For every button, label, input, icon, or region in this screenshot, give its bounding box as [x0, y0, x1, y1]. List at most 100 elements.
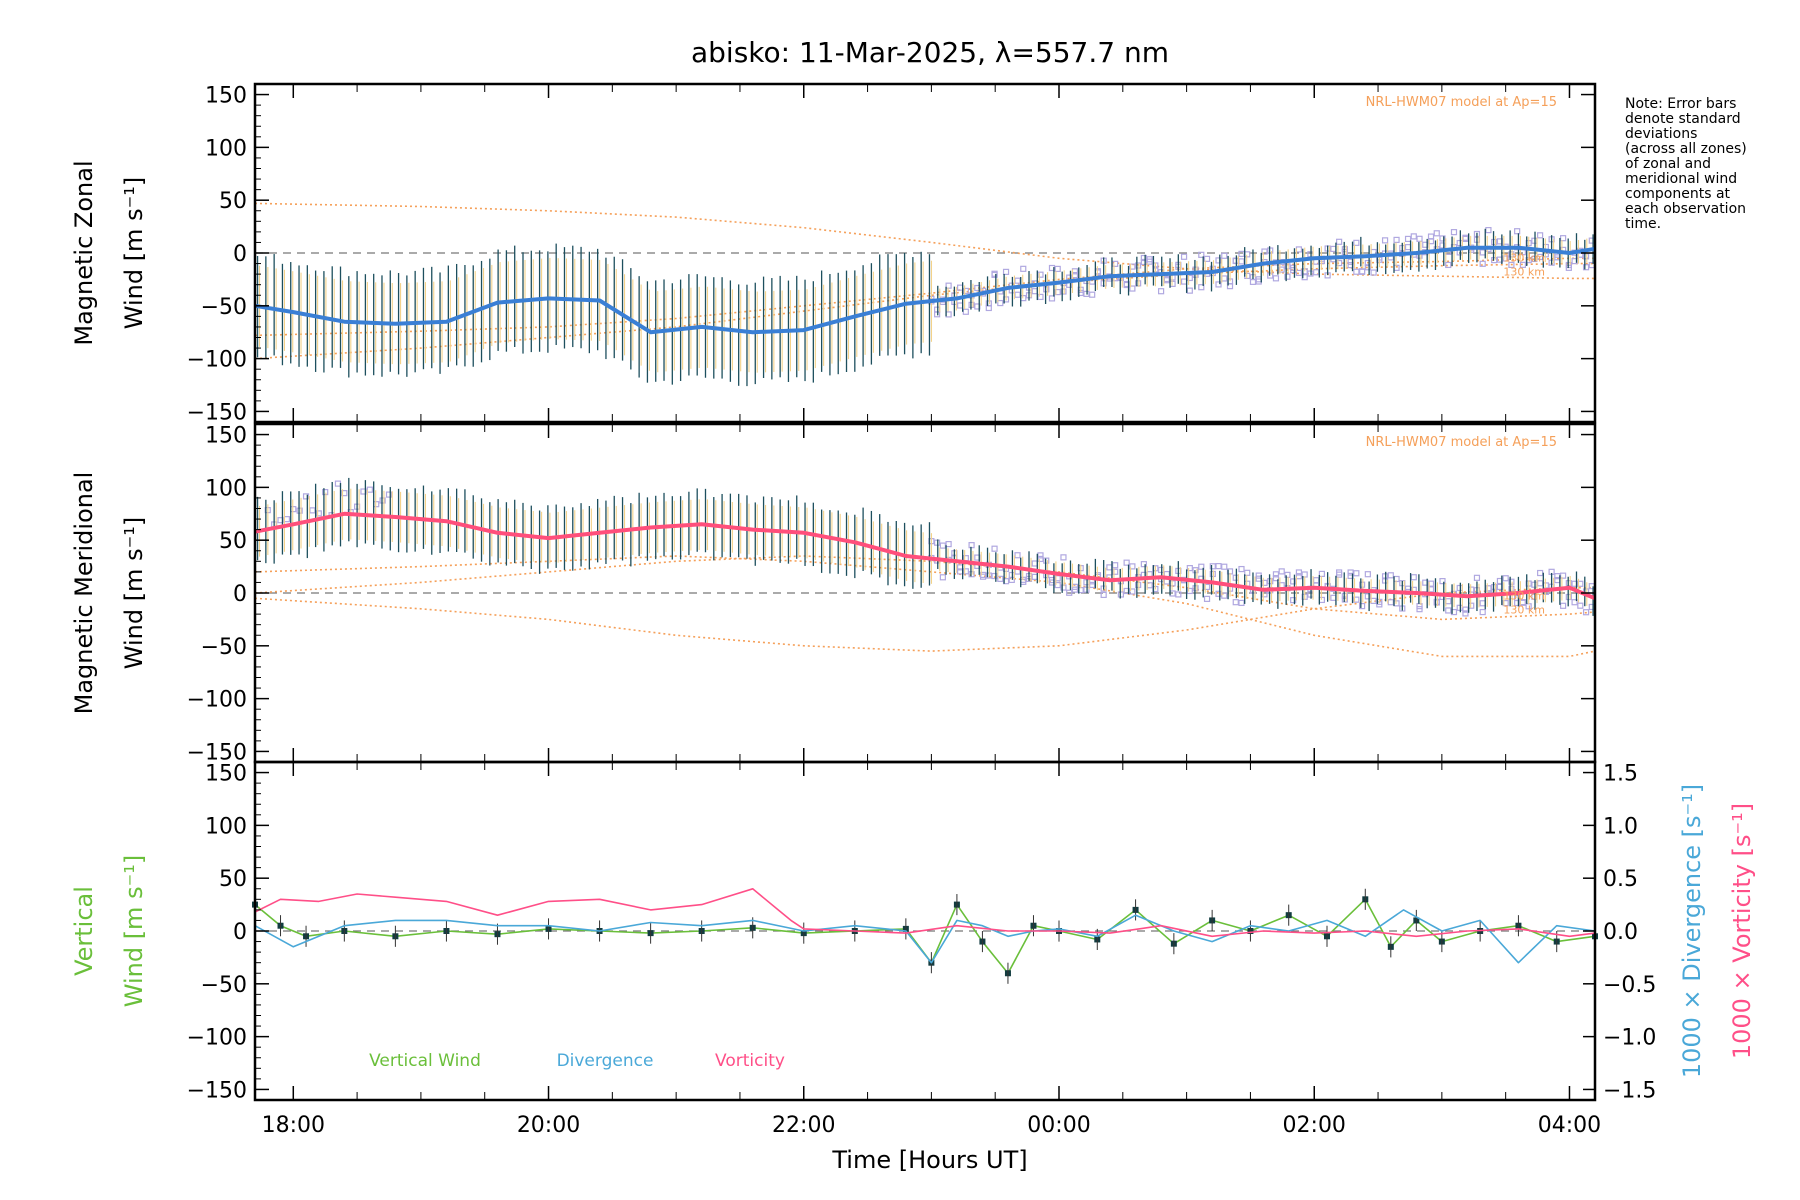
zone-sample-point [1238, 599, 1245, 607]
zone-sample-point [1577, 580, 1584, 587]
zone-sample-point [1318, 596, 1325, 604]
zone-sample-point [1358, 603, 1366, 610]
zone-sample-point [1031, 288, 1038, 295]
zone-sample-point [1290, 578, 1297, 585]
zone-sample-point [1169, 280, 1176, 287]
zone-sample-point [1473, 574, 1481, 581]
zone-sample-point [1278, 266, 1285, 273]
zone-sample-point [1066, 589, 1073, 596]
y-tick-label: −150 [187, 400, 247, 425]
y2-axis-title: 1000 × Divergence [s⁻¹] [1678, 784, 1706, 1078]
zone-sample-point [1031, 560, 1038, 567]
zone-sample-point [1054, 265, 1061, 273]
zone-sample-point [1123, 559, 1130, 566]
zone-sample-point [1433, 598, 1440, 605]
zone-sample-point [1479, 260, 1486, 267]
zone-sample-point [1261, 591, 1268, 598]
x-tick-label: 18:00 [262, 1113, 325, 1138]
zone-sample-point [1037, 555, 1044, 563]
zone-sample-point [1014, 277, 1021, 284]
zone-sample-point [1313, 577, 1320, 584]
series-line-vertical-wind [254, 898, 1596, 975]
zone-sample-point [1186, 565, 1193, 572]
zone-sample-point [1031, 573, 1038, 580]
zone-sample-point [1404, 585, 1412, 592]
model-curve [254, 202, 1595, 280]
zone-sample-point [945, 282, 952, 289]
zone-sample-point [1048, 295, 1056, 302]
series-line-divergence [254, 909, 1596, 964]
y-tick-label: 50 [219, 189, 247, 214]
y-tick-label: 50 [219, 529, 247, 554]
note-line: Note: Error bars [1625, 96, 1736, 112]
zone-sample-point [1336, 259, 1343, 267]
model-label: NRL-HWM07 model at Ap=15 [1366, 95, 1557, 110]
zone-sample-point [1203, 595, 1211, 602]
zone-sample-point [1198, 284, 1205, 291]
zone-sample-point [1416, 235, 1423, 242]
zone-sample-point [1427, 233, 1435, 240]
zone-sample-point [997, 575, 1004, 582]
zone-sample-point [1485, 585, 1492, 592]
zone-sample-point [1284, 263, 1291, 270]
zone-sample-point [1112, 260, 1119, 267]
legend-item: Divergence [557, 1051, 654, 1071]
note-line: deviations [1625, 126, 1697, 142]
note-line: (across all zones) [1625, 141, 1747, 157]
zone-sample-point [1060, 554, 1067, 561]
zone-sample-point [1485, 227, 1492, 234]
zone-sample-point [1054, 581, 1061, 589]
zone-sample-point [1272, 275, 1280, 282]
zone-sample-point [1508, 261, 1515, 268]
zone-sample-point [1433, 230, 1440, 237]
legend-item: Vorticity [715, 1051, 785, 1071]
zone-sample-point [1393, 575, 1400, 583]
meridional-wind-line [254, 511, 1596, 601]
zone-sample-point [1514, 228, 1521, 235]
zone-sample-point [1387, 572, 1394, 579]
y-tick-label: 100 [205, 136, 247, 161]
zone-sample-point [1272, 575, 1280, 582]
zone-sample-point [1221, 275, 1228, 282]
zone-sample-point [1215, 590, 1222, 597]
zone-sample-point [1186, 587, 1193, 595]
zone-sample-point [1353, 268, 1360, 275]
zone-sample-point [1330, 594, 1337, 601]
zone-sample-point [1353, 596, 1360, 603]
y-axis-title: Wind [m s⁻¹] [120, 177, 148, 329]
y-tick-label: −150 [187, 1078, 247, 1103]
model-label: NRL-HWM07 model at Ap=15 [1366, 435, 1557, 450]
zone-sample-point [1244, 251, 1251, 258]
zone-sample-point [341, 490, 348, 497]
y-tick-label: −100 [187, 348, 247, 373]
zone-sample-point [1180, 253, 1188, 260]
y2-tick-label: −1.0 [1603, 1026, 1656, 1051]
zone-sample-point [1577, 602, 1584, 609]
zone-sample-point [1387, 599, 1394, 606]
zone-sample-point [997, 299, 1004, 307]
y2-tick-label: −0.5 [1603, 973, 1656, 998]
zone-sample-point [1221, 563, 1228, 570]
zone-sample-point [1508, 585, 1515, 592]
zone-sample-point [1060, 288, 1067, 295]
zone-sample-point [1559, 572, 1567, 579]
zone-sample-point [1135, 280, 1142, 287]
zone-sample-point [939, 542, 946, 549]
y-tick-label: −50 [201, 295, 247, 320]
y2-tick-label: 0.0 [1603, 920, 1638, 945]
zone-sample-point [385, 491, 393, 498]
chart-title: abisko: 11-Mar-2025, λ=557.7 nm [691, 36, 1169, 69]
zone-sample-point [1508, 578, 1515, 585]
zone-sample-point [1404, 244, 1412, 251]
zone-sample-point [979, 571, 987, 579]
zone-sample-point [1037, 293, 1044, 301]
zone-sample-point [1129, 563, 1136, 570]
zone-sample-point [366, 486, 373, 493]
zone-sample-point [1439, 242, 1446, 249]
zone-sample-point [962, 308, 969, 315]
zone-sample-point [334, 480, 342, 487]
zone-sample-point [1198, 251, 1205, 258]
zone-sample-point [1502, 600, 1509, 607]
y-axis-title: Wind [m s⁻¹] [120, 517, 148, 669]
zone-sample-point [945, 540, 952, 548]
